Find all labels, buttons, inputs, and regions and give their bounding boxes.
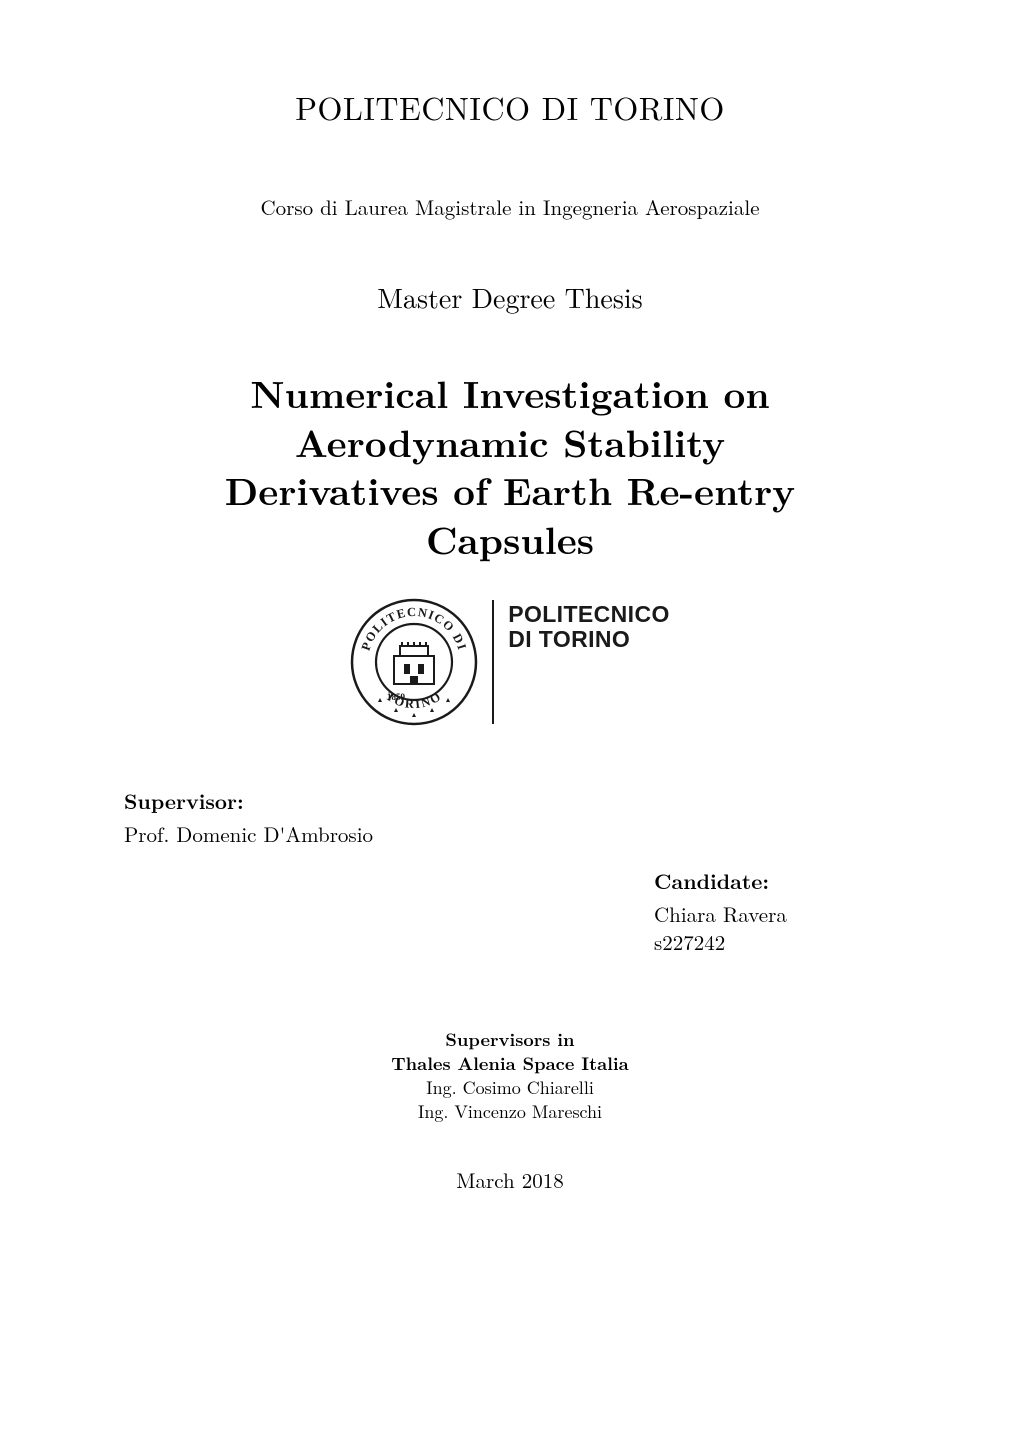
supervisor-label: Supervisor: — [124, 786, 373, 816]
university-logo: POLITECNICO DI TORINO — [120, 598, 900, 726]
company-supervisors-block: Supervisors in Thales Alenia Space Itali… — [120, 1028, 900, 1125]
title-line: Numerical Investigation on — [250, 366, 769, 420]
company-supervisor-name: Ing. Cosimo Chiarelli — [120, 1076, 900, 1100]
supervisor-name: Prof. Domenic D'Ambrosio — [124, 820, 373, 848]
candidate-name: Chiara Ravera — [654, 900, 787, 928]
institution-name: POLITECNICO DI TORINO — [120, 85, 900, 130]
company-supervisors-company: Thales Alenia Space Italia — [120, 1052, 900, 1076]
svg-text:1859: 1859 — [387, 692, 406, 702]
company-supervisor-name: Ing. Vincenzo Mareschi — [120, 1100, 900, 1124]
people-block: Supervisor: Prof. Domenic D'Ambrosio Can… — [124, 786, 900, 956]
candidate-block: Candidate: Chiara Ravera s227242 — [654, 866, 787, 957]
logo-wordmark: POLITECNICO DI TORINO — [508, 598, 670, 653]
logo-divider — [492, 600, 494, 724]
supervisor-block: Supervisor: Prof. Domenic D'Ambrosio — [124, 786, 373, 848]
title-line: Aerodynamic Stability — [295, 415, 725, 469]
thesis-type: Master Degree Thesis — [120, 277, 900, 317]
logo-text-line: POLITECNICO — [508, 602, 670, 627]
program-name: Corso di Laurea Magistrale in Ingegneria… — [120, 192, 900, 222]
thesis-title-page: POLITECNICO DI TORINO Corso di Laurea Ma… — [0, 0, 1020, 1442]
title-line: Derivatives of Earth Re-entry — [225, 463, 795, 517]
seal-icon: POLITECNICO DI TORINO — [350, 598, 478, 726]
thesis-date: March 2018 — [120, 1165, 900, 1195]
title-line: Capsules — [426, 512, 594, 566]
logo-text-line: DI TORINO — [508, 627, 670, 652]
candidate-id: s227242 — [654, 928, 787, 956]
candidate-label: Candidate: — [654, 866, 787, 896]
thesis-title: Numerical Investigation on Aerodynamic S… — [120, 369, 900, 564]
company-supervisors-label: Supervisors in — [120, 1028, 900, 1052]
